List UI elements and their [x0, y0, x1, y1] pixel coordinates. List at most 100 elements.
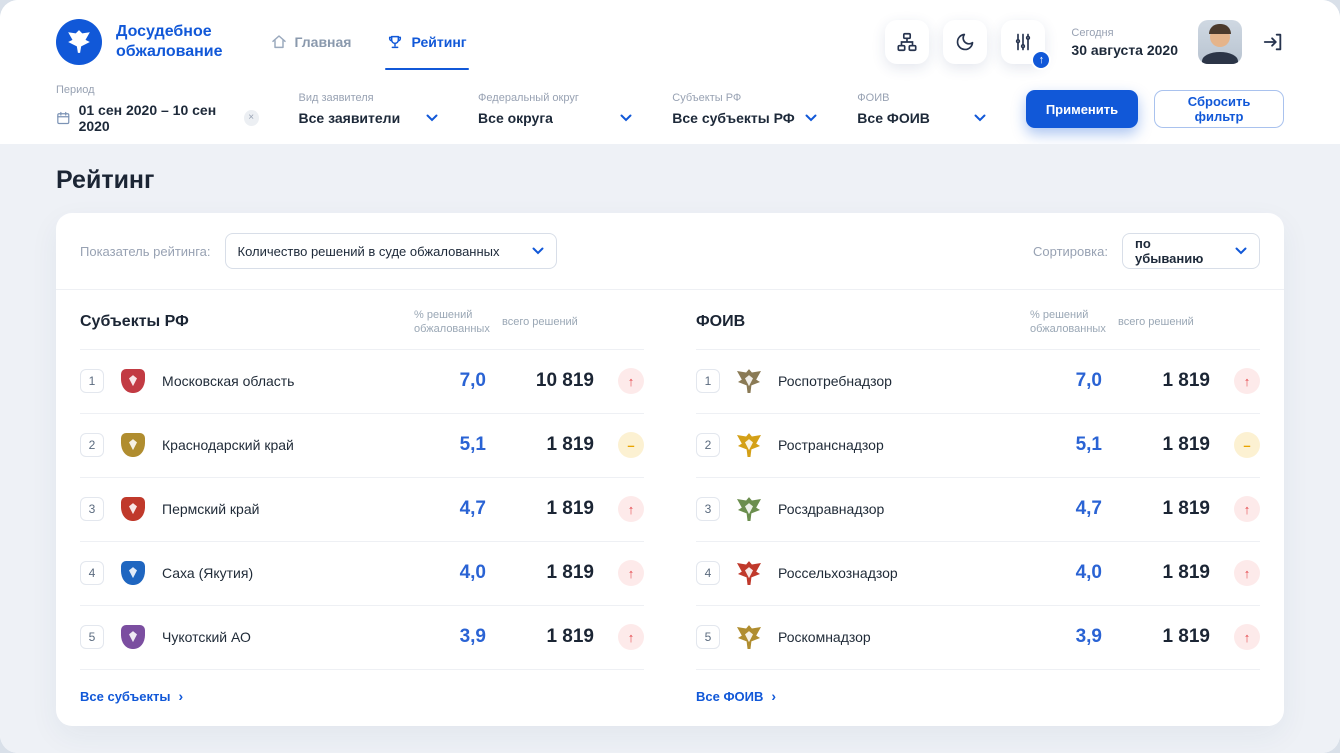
- sort-select[interactable]: по убыванию: [1122, 233, 1260, 269]
- filter-applicant: Вид заявителя Все заявители: [299, 92, 439, 126]
- sort-value: по убыванию: [1135, 236, 1221, 266]
- coat-of-arms-logo-icon: [56, 19, 102, 65]
- chevron-right-icon: ›: [771, 688, 776, 704]
- total-value: 1 819: [1118, 498, 1210, 520]
- calendar-icon: [56, 110, 71, 126]
- filter-applicant-value: Все заявители: [299, 110, 401, 126]
- trend-up-arrow-icon: ↑: [1234, 624, 1260, 650]
- total-value: 1 819: [502, 434, 594, 456]
- tab-rating-label: Рейтинг: [411, 34, 466, 50]
- table-row: 5Чукотский АО3,91 819↑: [80, 605, 644, 669]
- rank-badge: 4: [80, 561, 104, 585]
- row-name: Московская область: [162, 373, 398, 389]
- foiv-column: ФОИВ % решений обжалованных всего решени…: [696, 292, 1260, 716]
- tab-rating[interactable]: Рейтинг: [387, 0, 466, 84]
- percent-value: 4,7: [1030, 498, 1102, 520]
- filter-period-text: 01 сен 2020 – 10 сен 2020: [79, 102, 236, 134]
- today-label: Сегодня: [1071, 27, 1178, 39]
- tab-home[interactable]: Главная: [271, 0, 352, 84]
- logout-icon: [1262, 31, 1284, 53]
- chevron-down-icon: [805, 114, 817, 122]
- trend-up-arrow-icon: ↑: [1234, 560, 1260, 586]
- rating-card: Показатель рейтинга: Количество решений …: [56, 213, 1284, 726]
- subjects-column-header: Субъекты РФ % решений обжалованных всего…: [80, 292, 644, 349]
- total-value: 1 819: [1118, 434, 1210, 456]
- total-value: 1 819: [1118, 626, 1210, 648]
- percent-value: 4,0: [1030, 562, 1102, 584]
- filter-district-dropdown[interactable]: Все округа: [478, 110, 632, 126]
- emblem-icon: [120, 624, 146, 650]
- trend-up-arrow-icon: ↑: [618, 624, 644, 650]
- page-title: Рейтинг: [56, 166, 1284, 195]
- total-value: 1 819: [502, 498, 594, 520]
- percent-value: 5,1: [1030, 434, 1102, 456]
- filter-foiv-dropdown[interactable]: Все ФОИВ: [857, 110, 986, 126]
- percent-value: 3,9: [1030, 626, 1102, 648]
- row-name: Саха (Якутия): [162, 565, 398, 581]
- filter-subjects-label: Субъекты РФ: [672, 92, 817, 104]
- total-value: 1 819: [1118, 562, 1210, 584]
- chevron-down-icon: [532, 247, 544, 255]
- sliders-icon: [1013, 32, 1033, 52]
- total-value: 10 819: [502, 370, 594, 392]
- section-title: ФОИВ: [696, 313, 1014, 331]
- all-subjects-link[interactable]: Все субъекты ›: [80, 688, 183, 704]
- filter-subjects: Субъекты РФ Все субъекты РФ: [672, 92, 817, 126]
- trend-up-arrow-icon: ↑: [1234, 368, 1260, 394]
- reset-filter-button[interactable]: Сбросить фильтр: [1154, 90, 1284, 128]
- all-foiv-label: Все ФОИВ: [696, 689, 763, 704]
- app-window: Досудебное обжалование Главная Рейтинг: [0, 0, 1340, 753]
- foiv-footer: Все ФОИВ ›: [696, 669, 1260, 716]
- filter-settings-button[interactable]: ↑: [1001, 20, 1045, 64]
- app-header: Досудебное обжалование Главная Рейтинг: [0, 0, 1340, 84]
- percent-value: 7,0: [1030, 370, 1102, 392]
- apply-button[interactable]: Применить: [1026, 90, 1138, 128]
- filter-district: Федеральный округ Все округа: [478, 92, 632, 126]
- page-body: Рейтинг Показатель рейтинга: Количество …: [0, 144, 1340, 753]
- filter-actions: Применить Сбросить фильтр: [1026, 90, 1284, 128]
- dark-mode-button[interactable]: [943, 20, 987, 64]
- emblem-icon: [120, 496, 146, 522]
- avatar-hair: [1209, 24, 1231, 34]
- column-header-total: всего решений: [502, 315, 594, 329]
- rank-badge: 3: [80, 497, 104, 521]
- indicator-value: Количество решений в суде обжалованных: [238, 244, 500, 259]
- filter-foiv: ФОИВ Все ФОИВ: [857, 92, 986, 126]
- rank-badge: 2: [80, 433, 104, 457]
- foiv-column-header: ФОИВ % решений обжалованных всего решени…: [696, 292, 1260, 349]
- org-structure-button[interactable]: [885, 20, 929, 64]
- total-value: 1 819: [502, 626, 594, 648]
- trend-flat-icon: –: [618, 432, 644, 458]
- filter-applicant-dropdown[interactable]: Все заявители: [299, 110, 439, 126]
- sitemap-icon: [896, 31, 918, 53]
- tab-home-label: Главная: [295, 34, 352, 50]
- logout-button[interactable]: [1262, 31, 1284, 53]
- filter-subjects-dropdown[interactable]: Все субъекты РФ: [672, 110, 817, 126]
- emblem-icon: [120, 560, 146, 586]
- trend-up-arrow-icon: ↑: [618, 368, 644, 394]
- rank-badge: 3: [696, 497, 720, 521]
- percent-value: 4,0: [414, 562, 486, 584]
- chevron-down-icon: [426, 114, 438, 122]
- user-avatar[interactable]: [1198, 20, 1242, 64]
- row-name: Россельхознадзор: [778, 565, 1014, 581]
- header-actions: ↑ Сегодня 30 августа 2020: [885, 20, 1284, 64]
- table-row: 1Роспотребнадзор7,01 819↑: [696, 349, 1260, 413]
- table-row: 2Краснодарский край5,11 819–: [80, 413, 644, 477]
- clear-period-icon[interactable]: ×: [244, 110, 259, 126]
- percent-value: 5,1: [414, 434, 486, 456]
- main-nav: Главная Рейтинг: [271, 0, 467, 84]
- emblem-icon: [736, 624, 762, 650]
- sort-group: Сортировка: по убыванию: [1033, 233, 1260, 269]
- subjects-footer: Все субъекты ›: [80, 669, 644, 716]
- all-foiv-link[interactable]: Все ФОИВ ›: [696, 688, 776, 704]
- table-row: 1Московская область7,010 819↑: [80, 349, 644, 413]
- filter-period-value[interactable]: 01 сен 2020 – 10 сен 2020 ×: [56, 102, 259, 134]
- sort-label: Сортировка:: [1033, 244, 1108, 259]
- trend-up-arrow-icon: ↑: [618, 560, 644, 586]
- trend-up-arrow-icon: ↑: [618, 496, 644, 522]
- filter-subjects-value: Все субъекты РФ: [672, 110, 794, 126]
- emblem-icon: [120, 368, 146, 394]
- indicator-select[interactable]: Количество решений в суде обжалованных: [225, 233, 557, 269]
- percent-value: 3,9: [414, 626, 486, 648]
